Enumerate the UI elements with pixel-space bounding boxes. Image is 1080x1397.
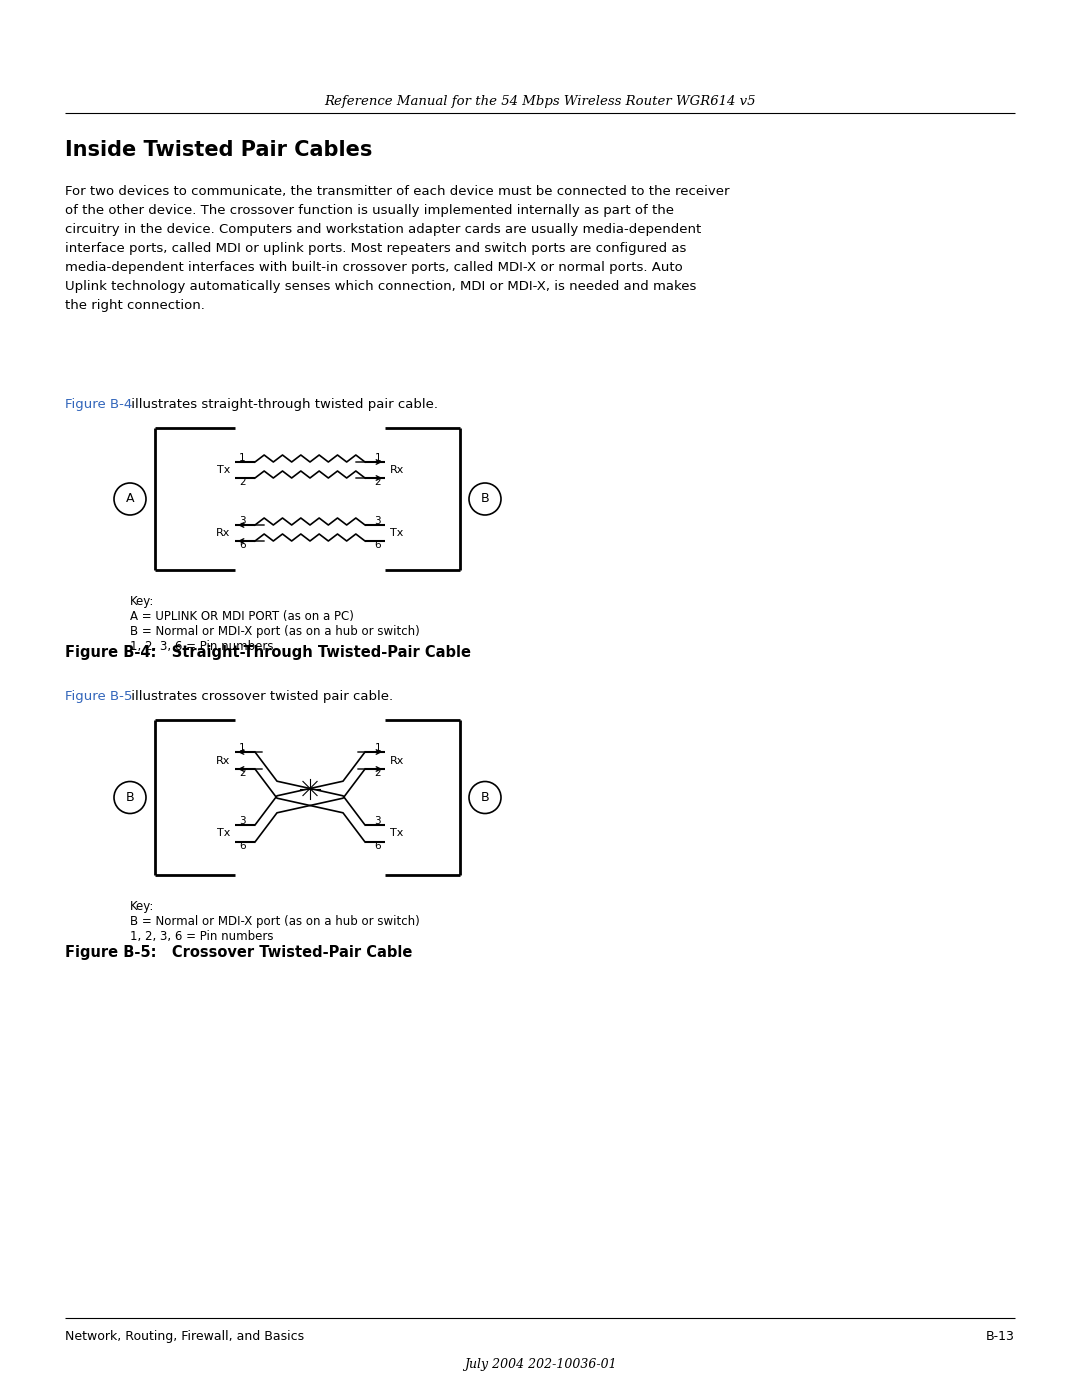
Text: 6: 6 [239, 841, 245, 851]
Text: B: B [125, 791, 134, 805]
Text: For two devices to communicate, the transmitter of each device must be connected: For two devices to communicate, the tran… [65, 184, 729, 198]
Text: 3: 3 [239, 515, 245, 527]
Text: illustrates straight-through twisted pair cable.: illustrates straight-through twisted pai… [127, 398, 438, 411]
Text: Key:: Key: [130, 900, 154, 914]
Text: B: B [481, 791, 489, 805]
Text: B = Normal or MDI-X port (as on a hub or switch): B = Normal or MDI-X port (as on a hub or… [130, 624, 420, 638]
Text: Tx: Tx [390, 828, 403, 838]
Text: B = Normal or MDI-X port (as on a hub or switch): B = Normal or MDI-X port (as on a hub or… [130, 915, 420, 928]
Text: 6: 6 [239, 541, 245, 550]
Text: 2: 2 [375, 768, 381, 778]
Text: 2: 2 [239, 476, 245, 488]
Text: Inside Twisted Pair Cables: Inside Twisted Pair Cables [65, 140, 373, 161]
Text: 1: 1 [375, 743, 381, 753]
Text: 1: 1 [239, 453, 245, 462]
Text: 6: 6 [375, 541, 381, 550]
Text: A: A [125, 493, 134, 506]
Text: Rx: Rx [390, 465, 404, 475]
Text: illustrates crossover twisted pair cable.: illustrates crossover twisted pair cable… [127, 690, 393, 703]
Text: Tx: Tx [217, 465, 230, 475]
Text: B-13: B-13 [986, 1330, 1015, 1343]
Text: Figure B-4:   Straight-Through Twisted-Pair Cable: Figure B-4: Straight-Through Twisted-Pai… [65, 645, 471, 659]
Text: the right connection.: the right connection. [65, 299, 205, 312]
Text: Network, Routing, Firewall, and Basics: Network, Routing, Firewall, and Basics [65, 1330, 305, 1343]
Text: 1: 1 [239, 743, 245, 753]
Text: Figure B-5:   Crossover Twisted-Pair Cable: Figure B-5: Crossover Twisted-Pair Cable [65, 944, 413, 960]
Text: media-dependent interfaces with built-in crossover ports, called MDI-X or normal: media-dependent interfaces with built-in… [65, 261, 683, 274]
Text: 1, 2, 3, 6 = Pin numbers: 1, 2, 3, 6 = Pin numbers [130, 640, 273, 652]
Text: 2: 2 [239, 768, 245, 778]
Text: Reference Manual for the 54 Mbps Wireless Router WGR614 v5: Reference Manual for the 54 Mbps Wireles… [324, 95, 756, 108]
Text: 6: 6 [375, 841, 381, 851]
Text: Tx: Tx [390, 528, 403, 538]
Text: 3: 3 [375, 515, 381, 527]
Text: Figure B-4: Figure B-4 [65, 398, 132, 411]
Text: B: B [481, 493, 489, 506]
Text: A = UPLINK OR MDI PORT (as on a PC): A = UPLINK OR MDI PORT (as on a PC) [130, 610, 354, 623]
Text: Figure B-5: Figure B-5 [65, 690, 133, 703]
Text: of the other device. The crossover function is usually implemented internally as: of the other device. The crossover funct… [65, 204, 674, 217]
Text: Rx: Rx [216, 756, 230, 766]
Text: Rx: Rx [216, 528, 230, 538]
Text: Key:: Key: [130, 595, 154, 608]
Text: interface ports, called MDI or uplink ports. Most repeaters and switch ports are: interface ports, called MDI or uplink po… [65, 242, 687, 256]
Text: 3: 3 [375, 816, 381, 826]
Text: 1: 1 [375, 453, 381, 462]
Text: 2: 2 [375, 476, 381, 488]
Text: 1, 2, 3, 6 = Pin numbers: 1, 2, 3, 6 = Pin numbers [130, 930, 273, 943]
Text: Rx: Rx [390, 756, 404, 766]
Text: circuitry in the device. Computers and workstation adapter cards are usually med: circuitry in the device. Computers and w… [65, 224, 701, 236]
Text: July 2004 202-10036-01: July 2004 202-10036-01 [463, 1358, 617, 1370]
Text: Uplink technology automatically senses which connection, MDI or MDI-X, is needed: Uplink technology automatically senses w… [65, 279, 697, 293]
Text: 3: 3 [239, 816, 245, 826]
Text: Tx: Tx [217, 828, 230, 838]
